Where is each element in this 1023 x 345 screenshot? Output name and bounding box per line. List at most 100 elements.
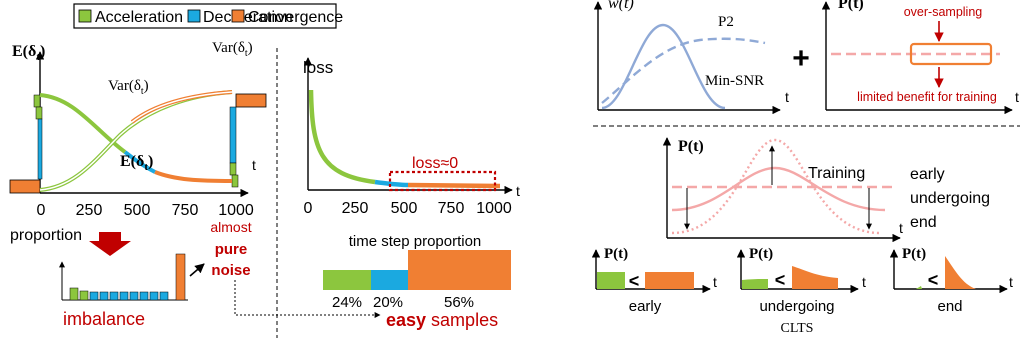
stats-right-bars bbox=[229, 106, 239, 188]
easy-samples-label: easy samples bbox=[386, 310, 498, 330]
loss-curve-dec bbox=[374, 179, 409, 188]
training-t-label: t bbox=[899, 220, 903, 236]
histogram-bar bbox=[69, 287, 79, 301]
training-undergoing-curve bbox=[671, 166, 886, 212]
noise-arrow bbox=[189, 263, 205, 277]
clts-end-t: t bbox=[1009, 274, 1013, 290]
stats-e-curve-dec bbox=[123, 150, 156, 174]
histogram-bar bbox=[79, 290, 89, 301]
proportion-label: proportion bbox=[10, 227, 82, 244]
stats-right-block bbox=[235, 93, 267, 108]
histogram-bar bbox=[175, 253, 186, 301]
clts-early-label: early bbox=[629, 298, 662, 315]
clts-undergoing-t: t bbox=[862, 274, 866, 290]
loss-tick: 0 bbox=[304, 200, 313, 217]
legend-label-convergence: Convergence bbox=[248, 9, 343, 26]
clts-end-acc bbox=[916, 286, 922, 289]
timestep-segment-acc bbox=[323, 270, 371, 290]
legend: Acceleration Deceleration bbox=[73, 3, 337, 29]
clts-end-label: end bbox=[937, 298, 962, 315]
stats-tick: 750 bbox=[172, 202, 199, 219]
stats-var-curve-label: Var(δt) bbox=[108, 78, 149, 97]
stats-e-curve-conv bbox=[154, 170, 233, 183]
plus-sign: + bbox=[792, 42, 810, 75]
uniform-ylabel: P(t) bbox=[838, 0, 864, 12]
clts-early-panel: P(t) < t early bbox=[591, 246, 717, 315]
uniform-panel: P(t) over-sampling limited benefit for t… bbox=[821, 0, 1019, 115]
weight-panel: w(t) P2 Min-SNR t + bbox=[593, 0, 810, 115]
training-undergoing-label: undergoing bbox=[910, 190, 990, 207]
training-end-label: end bbox=[910, 214, 937, 231]
training-label: Training bbox=[808, 165, 865, 182]
legend-frame bbox=[73, 3, 337, 29]
timestep-pct: 56% bbox=[444, 294, 474, 311]
histogram-bar bbox=[89, 291, 99, 301]
weight-t-label: t bbox=[785, 89, 789, 105]
legend-swatch-deceleration bbox=[187, 9, 201, 23]
clts-end-panel: P(t) < t end bbox=[889, 246, 1013, 315]
clts-end-ylabel: P(t) bbox=[902, 246, 926, 262]
p2-curve bbox=[601, 37, 766, 104]
loss-panel: loss loss≈0 t 0 250 500 750 1000 bbox=[303, 57, 520, 217]
clts-undergoing-label: undergoing bbox=[759, 298, 834, 315]
histogram-bar bbox=[129, 291, 139, 301]
legend-label-acceleration: Acceleration bbox=[95, 9, 183, 26]
clts-undergoing-acc bbox=[742, 279, 768, 289]
clts-early-acc bbox=[597, 272, 625, 289]
stats-e-label: E(δt) bbox=[12, 43, 45, 63]
loss-curve-acc bbox=[308, 89, 376, 185]
noise-label-2: pure bbox=[215, 241, 248, 258]
timestep-segment-conv bbox=[408, 250, 511, 290]
noise-label-3: noise bbox=[211, 262, 250, 279]
training-early-label: early bbox=[910, 166, 945, 183]
clts-caption: CLTS bbox=[781, 321, 814, 336]
stats-left-bars bbox=[33, 94, 43, 180]
minsnr-curve bbox=[601, 23, 726, 110]
loss-tick: 500 bbox=[391, 200, 418, 217]
clts-early-ylabel: P(t) bbox=[604, 246, 628, 262]
histogram-bar bbox=[99, 291, 109, 301]
clts-undergoing-panel: P(t) < t undergoing CLTS bbox=[736, 246, 866, 336]
stats-panel: E(δt) E(δt) Var(δt) Var(δt) t 0 250 500 … bbox=[9, 40, 267, 219]
loss-ylabel: loss bbox=[303, 58, 333, 77]
stats-left-block bbox=[9, 179, 41, 194]
stats-t-label: t bbox=[252, 157, 256, 173]
loss-curve-conv bbox=[407, 182, 501, 189]
loss-tick: 1000 bbox=[476, 200, 512, 217]
loss-tick: 250 bbox=[342, 200, 369, 217]
clts-undergoing-ylabel: P(t) bbox=[749, 246, 773, 262]
clts-end-lt: < bbox=[928, 270, 939, 290]
clts-end-conv bbox=[945, 256, 976, 289]
limited-benefit-label: limited benefit for training bbox=[857, 90, 997, 104]
timestep-pct: 20% bbox=[373, 294, 403, 311]
oversampling-label: over-sampling bbox=[904, 5, 983, 19]
timestep-segment-dec bbox=[371, 270, 408, 290]
timestep-title: time step proportion bbox=[349, 233, 482, 250]
legend-item-convergence: Convergence bbox=[231, 9, 343, 26]
training-panel: P(t) Training early undergoing end t bbox=[662, 137, 990, 243]
loss-tick: 750 bbox=[438, 200, 465, 217]
stats-var-axis-label: Var(δt) bbox=[212, 40, 253, 59]
clts-early-t: t bbox=[713, 274, 717, 290]
loss-zero-box bbox=[388, 170, 497, 192]
legend-swatch-acceleration bbox=[78, 9, 92, 23]
stats-tick: 1000 bbox=[218, 202, 254, 219]
timestep-pct: 24% bbox=[332, 294, 362, 311]
proportion-panel: proportion imbalance almost pure noise bbox=[10, 219, 381, 329]
clts-undergoing-conv bbox=[792, 266, 838, 289]
histogram-bar bbox=[119, 291, 129, 301]
clts-early-lt: < bbox=[629, 271, 640, 291]
stats-tick: 0 bbox=[37, 202, 46, 219]
training-ylabel: P(t) bbox=[678, 138, 704, 155]
clts-undergoing-lt: < bbox=[775, 270, 786, 290]
stats-tick: 500 bbox=[124, 202, 151, 219]
histogram-bar bbox=[139, 291, 149, 301]
loss-t-label: t bbox=[516, 183, 520, 199]
legend-label-deceleration: Deceleration bbox=[203, 9, 293, 26]
training-end-curve bbox=[671, 138, 881, 235]
stats-e-curve-label: E(δt) bbox=[120, 153, 153, 173]
legend-swatch-convergence bbox=[231, 9, 245, 23]
minsnr-label: Min-SNR bbox=[705, 73, 764, 89]
histogram-bar bbox=[109, 291, 119, 301]
